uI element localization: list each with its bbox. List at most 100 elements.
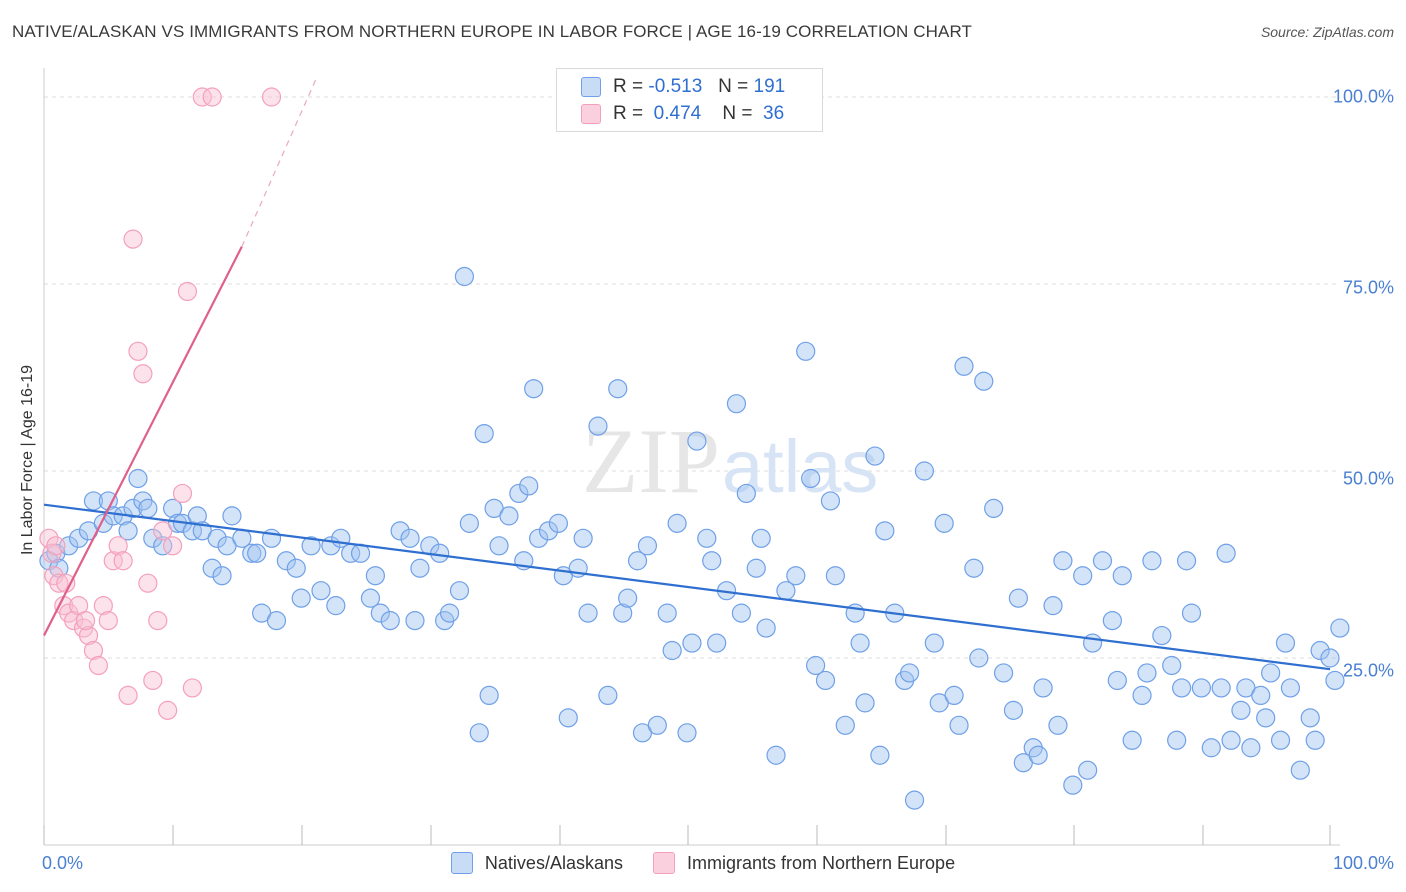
native-point-74 <box>558 708 578 728</box>
legend-label-immigrants: Immigrants from Northern Europe <box>686 852 956 873</box>
native-point-167 <box>1231 700 1251 720</box>
native-point-15 <box>138 498 158 518</box>
native-point-174 <box>1275 633 1296 653</box>
native-point-124 <box>924 633 944 653</box>
native-point-149 <box>1102 610 1122 631</box>
native-point-123 <box>914 461 935 481</box>
native-point-59 <box>459 513 479 533</box>
native-point-171 <box>1256 708 1276 728</box>
immigrant-point-0 <box>39 528 59 548</box>
native-point-101 <box>751 528 771 548</box>
legend-row-natives: R = -0.513 N = 191 <box>581 75 785 99</box>
immigrant-point-26 <box>163 536 183 556</box>
native-point-142 <box>1048 715 1068 735</box>
native-point-56 <box>439 603 460 623</box>
immigrant-point-17 <box>118 685 138 706</box>
native-point-177 <box>1300 708 1320 728</box>
native-point-69 <box>524 379 544 399</box>
native-point-34 <box>266 610 287 631</box>
native-point-94 <box>702 551 722 571</box>
native-point-65 <box>499 506 519 526</box>
native-point-161 <box>1181 603 1202 623</box>
native-point-114 <box>850 633 870 653</box>
legend-swatch-immigrants <box>652 852 675 874</box>
immigrant-point-19 <box>128 341 148 361</box>
native-point-79 <box>598 685 618 706</box>
native-point-61 <box>474 424 494 444</box>
trend-line-immigrants <box>43 246 243 637</box>
native-point-54 <box>430 543 450 563</box>
native-point-48 <box>380 610 400 631</box>
native-point-162 <box>1191 678 1212 698</box>
native-point-72 <box>548 513 569 533</box>
native-point-46 <box>365 566 385 586</box>
native-point-133 <box>984 498 1004 518</box>
native-point-51 <box>405 610 425 631</box>
axes <box>43 68 1340 846</box>
immigrant-point-20 <box>133 364 153 384</box>
native-point-95 <box>707 633 727 653</box>
native-point-134 <box>993 663 1014 683</box>
native-point-143 <box>1053 551 1073 571</box>
native-point-117 <box>870 745 890 765</box>
native-point-146 <box>1078 760 1098 780</box>
native-point-93 <box>697 528 717 548</box>
native-point-90 <box>677 723 697 743</box>
gridlines <box>44 96 1340 659</box>
native-point-92 <box>687 431 707 451</box>
native-point-166 <box>1221 730 1241 750</box>
legend-swatch-pink <box>581 104 601 124</box>
native-point-66 <box>509 483 529 504</box>
native-point-126 <box>934 513 954 533</box>
immigrant-point-13 <box>98 610 118 631</box>
native-point-139 <box>1028 745 1048 765</box>
native-point-152 <box>1122 730 1142 750</box>
native-point-91 <box>682 633 702 653</box>
native-point-4 <box>69 528 89 548</box>
native-point-102 <box>756 618 776 638</box>
native-point-105 <box>786 566 806 586</box>
chart-source: Source: ZipAtlas.com <box>1260 24 1394 40</box>
native-point-159 <box>1172 678 1192 698</box>
native-point-28 <box>222 506 242 526</box>
native-point-39 <box>311 581 331 601</box>
x-tick-label-0: 0.0% <box>42 853 84 873</box>
native-point-57 <box>449 581 470 601</box>
native-point-153 <box>1132 685 1152 706</box>
immigrant-point-25 <box>158 700 178 720</box>
native-point-88 <box>662 640 682 661</box>
immigrant-point-22 <box>143 670 163 691</box>
native-point-58 <box>454 266 475 287</box>
native-point-50 <box>400 528 420 548</box>
native-point-130 <box>964 558 984 578</box>
native-point-21 <box>182 521 202 541</box>
native-point-111 <box>825 566 845 586</box>
native-point-13 <box>128 468 148 489</box>
native-point-47 <box>370 603 390 623</box>
native-point-151 <box>1112 566 1132 586</box>
watermark-atlas: atlas <box>722 425 878 508</box>
native-point-157 <box>1162 655 1182 676</box>
native-point-77 <box>578 603 598 623</box>
native-point-115 <box>855 693 875 713</box>
native-point-128 <box>949 715 969 735</box>
native-point-17 <box>153 536 173 556</box>
native-point-11 <box>118 521 138 541</box>
immigrant-point-33 <box>46 536 66 556</box>
native-point-35 <box>276 551 296 571</box>
native-point-38 <box>301 536 321 556</box>
native-point-103 <box>766 745 786 765</box>
native-point-62 <box>479 685 499 706</box>
native-point-106 <box>796 341 816 361</box>
trend-lines <box>43 78 1331 671</box>
immigrant-point-31 <box>202 87 222 107</box>
legend-r-value-natives: -0.513 <box>648 76 703 97</box>
native-point-158 <box>1167 730 1187 750</box>
immigrant-point-16 <box>113 551 133 571</box>
native-point-176 <box>1290 760 1310 780</box>
native-point-175 <box>1280 678 1301 698</box>
legend-item-natives: Natives/Alaskans <box>450 852 623 874</box>
native-point-110 <box>820 491 841 511</box>
native-point-25 <box>207 528 227 548</box>
native-point-45 <box>360 588 381 608</box>
